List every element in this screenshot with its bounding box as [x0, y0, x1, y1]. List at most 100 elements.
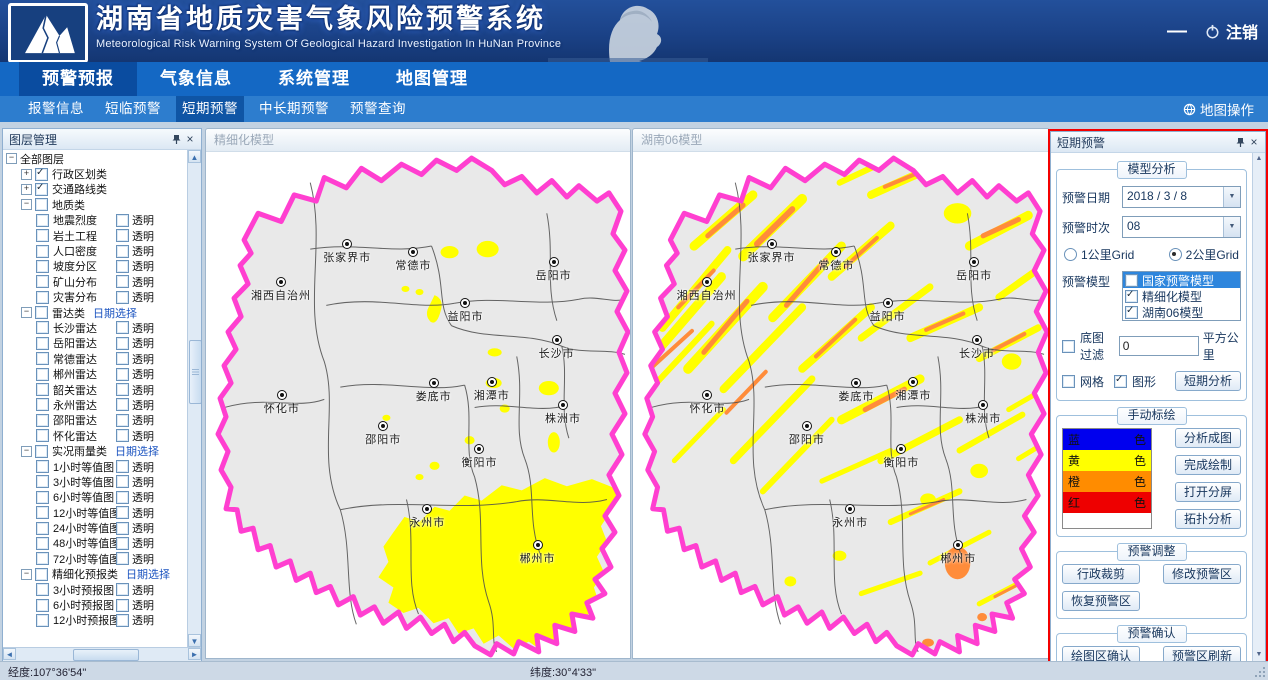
warning-panel-titlebar[interactable]: 短期预警 × [1051, 132, 1265, 153]
model-list-item[interactable]: 精细化模型 [1123, 288, 1240, 304]
draw-action-button[interactable]: 分析成图 [1174, 428, 1241, 448]
layer-checkbox[interactable] [36, 229, 49, 243]
short-term-analysis-button[interactable]: 短期分析 [1174, 371, 1241, 391]
checkbox-icon[interactable] [1062, 339, 1075, 353]
transparent-checkbox[interactable] [116, 521, 129, 535]
transparent-checkbox[interactable] [116, 413, 129, 427]
scroll-right-icon[interactable]: ► [188, 648, 201, 660]
date-select-link[interactable]: 日期选择 [126, 569, 170, 582]
map-canvas[interactable]: 张家界市 常德市 岳阳市 湘西自治州 益阳市 长沙市 [633, 152, 1049, 658]
transparent-checkbox[interactable] [116, 321, 129, 335]
expand-toggle-icon[interactable]: + [21, 168, 32, 180]
date-select-link[interactable]: 日期选择 [93, 307, 137, 320]
minimize-button[interactable]: — [1166, 20, 1187, 42]
layer-tree-row[interactable]: 岳阳雷达 透明 [3, 336, 188, 351]
transparent-checkbox[interactable] [116, 490, 129, 504]
submenu-item[interactable]: 报警信息 [28, 101, 84, 116]
checkbox-icon[interactable] [1062, 374, 1075, 388]
model-checkbox[interactable] [1125, 273, 1138, 287]
panel-scrollbar[interactable]: ▲ ▼ [1252, 153, 1265, 661]
layer-checkbox[interactable] [36, 244, 49, 258]
layer-tree-row[interactable]: 郴州雷达 透明 [3, 366, 188, 381]
layer-checkbox[interactable] [36, 521, 49, 535]
layer-tree-row[interactable]: 邵阳雷达 透明 [3, 413, 188, 428]
grid-checkbox[interactable]: 网格 [1062, 373, 1104, 390]
tree-horizontal-scrollbar[interactable]: ◄ ► [3, 647, 201, 661]
layer-tree-row[interactable]: − 地质类 [3, 197, 188, 212]
draw-action-button[interactable]: 打开分屏 [1174, 482, 1241, 502]
checkbox-icon[interactable] [1114, 374, 1128, 388]
layer-tree-row[interactable]: 岩土工程 透明 [3, 228, 188, 243]
transparent-checkbox[interactable] [116, 336, 129, 350]
map-title[interactable]: 湖南06模型 [633, 129, 1049, 152]
scroll-up-icon[interactable]: ▲ [1255, 155, 1263, 162]
transparent-checkbox[interactable] [116, 367, 129, 381]
radio-icon[interactable] [1168, 248, 1182, 261]
adjust-button[interactable]: 恢复预警区 [1062, 591, 1141, 611]
expand-toggle-icon[interactable]: − [21, 568, 32, 580]
transparent-checkbox[interactable] [116, 275, 129, 289]
draw-action-button[interactable]: 拓扑分析 [1174, 509, 1241, 529]
transparent-checkbox[interactable] [116, 506, 129, 520]
chevron-down-icon[interactable]: ▼ [1223, 217, 1240, 237]
model-checkbox[interactable] [1125, 305, 1138, 319]
scroll-down-icon[interactable]: ▼ [1255, 651, 1263, 658]
layer-checkbox[interactable] [36, 367, 49, 381]
grid-radio-option[interactable]: 1公里Grid [1064, 246, 1134, 263]
expand-toggle-icon[interactable]: − [21, 199, 32, 211]
layer-tree-row[interactable]: − 精细化预报类 日期选择 [3, 567, 188, 582]
layer-checkbox[interactable] [36, 460, 49, 473]
transparent-checkbox[interactable] [116, 244, 129, 258]
transparent-checkbox[interactable] [116, 536, 129, 550]
layer-tree-row[interactable]: 6小时等值图 透明 [3, 490, 188, 505]
scroll-thumb[interactable] [189, 340, 201, 404]
submenu-item[interactable]: 中长期预警 [259, 101, 329, 116]
layer-checkbox[interactable] [36, 290, 49, 304]
submenu-item[interactable]: 短临预警 [105, 101, 161, 116]
layer-checkbox[interactable] [36, 475, 49, 489]
pin-icon[interactable] [1233, 135, 1247, 149]
layer-tree-row[interactable]: 坡度分区 透明 [3, 259, 188, 274]
layer-checkbox[interactable] [36, 336, 49, 350]
warning-date-combo[interactable]: 2018 / 3 / 8 ▼ [1122, 186, 1241, 208]
layer-tree-row[interactable]: 6小时预报图 透明 [3, 597, 188, 612]
layer-tree-row[interactable]: 韶关雷达 透明 [3, 382, 188, 397]
layer-tree-row[interactable]: 怀化雷达 透明 [3, 428, 188, 443]
layer-tree-row[interactable]: 3小时预报图 透明 [3, 582, 188, 597]
map-canvas[interactable]: 张家界市 常德市 岳阳市 湘西自治州 益阳市 长沙市 [206, 152, 630, 658]
layer-tree-row[interactable]: + 交通路线类 [3, 182, 188, 197]
chevron-down-icon[interactable]: ▼ [1223, 187, 1240, 207]
layer-checkbox[interactable] [36, 275, 49, 289]
color-row[interactable]: 蓝 色 [1063, 429, 1151, 450]
menu-item[interactable]: 地图管理 [396, 69, 468, 88]
layer-checkbox[interactable] [36, 506, 49, 520]
layer-tree-row[interactable]: − 实况雨量类 日期选择 [3, 443, 188, 458]
filter-area-input[interactable] [1118, 336, 1199, 356]
layer-tree-row[interactable]: − 全部图层 [3, 151, 188, 166]
resize-grip[interactable] [1255, 667, 1266, 678]
layer-checkbox[interactable] [35, 182, 48, 196]
layer-tree-row[interactable]: 矿山分布 透明 [3, 274, 188, 289]
layer-tree-row[interactable]: 72小时等值图 透明 [3, 551, 188, 566]
layer-checkbox[interactable] [35, 444, 48, 458]
layer-checkbox[interactable] [35, 167, 48, 181]
color-row[interactable]: 橙 色 [1063, 471, 1151, 492]
layer-tree-row[interactable]: 长沙雷达 透明 [3, 320, 188, 335]
map-operations-button[interactable]: 地图操作 [1183, 96, 1254, 122]
transparent-checkbox[interactable] [116, 552, 129, 566]
layer-checkbox[interactable] [36, 490, 49, 504]
layer-tree-row[interactable]: 12小时预报图 透明 [3, 613, 188, 628]
transparent-checkbox[interactable] [116, 229, 129, 243]
map-title[interactable]: 精细化模型 [206, 129, 630, 152]
scroll-up-icon[interactable]: ▲ [188, 150, 201, 163]
close-icon[interactable]: × [186, 132, 194, 146]
scroll-down-icon[interactable]: ▼ [188, 634, 201, 647]
adjust-button[interactable]: 行政裁剪 [1062, 564, 1141, 584]
layer-tree-row[interactable]: 永州雷达 透明 [3, 397, 188, 412]
layer-checkbox[interactable] [36, 536, 49, 550]
model-checkbox[interactable] [1125, 289, 1138, 303]
submenu-item[interactable]: 预警查询 [350, 101, 406, 116]
transparent-checkbox[interactable] [116, 383, 129, 397]
layer-tree-row[interactable]: 3小时等值图 透明 [3, 474, 188, 489]
tree-vertical-scrollbar[interactable]: ▲ ▼ [187, 150, 201, 647]
